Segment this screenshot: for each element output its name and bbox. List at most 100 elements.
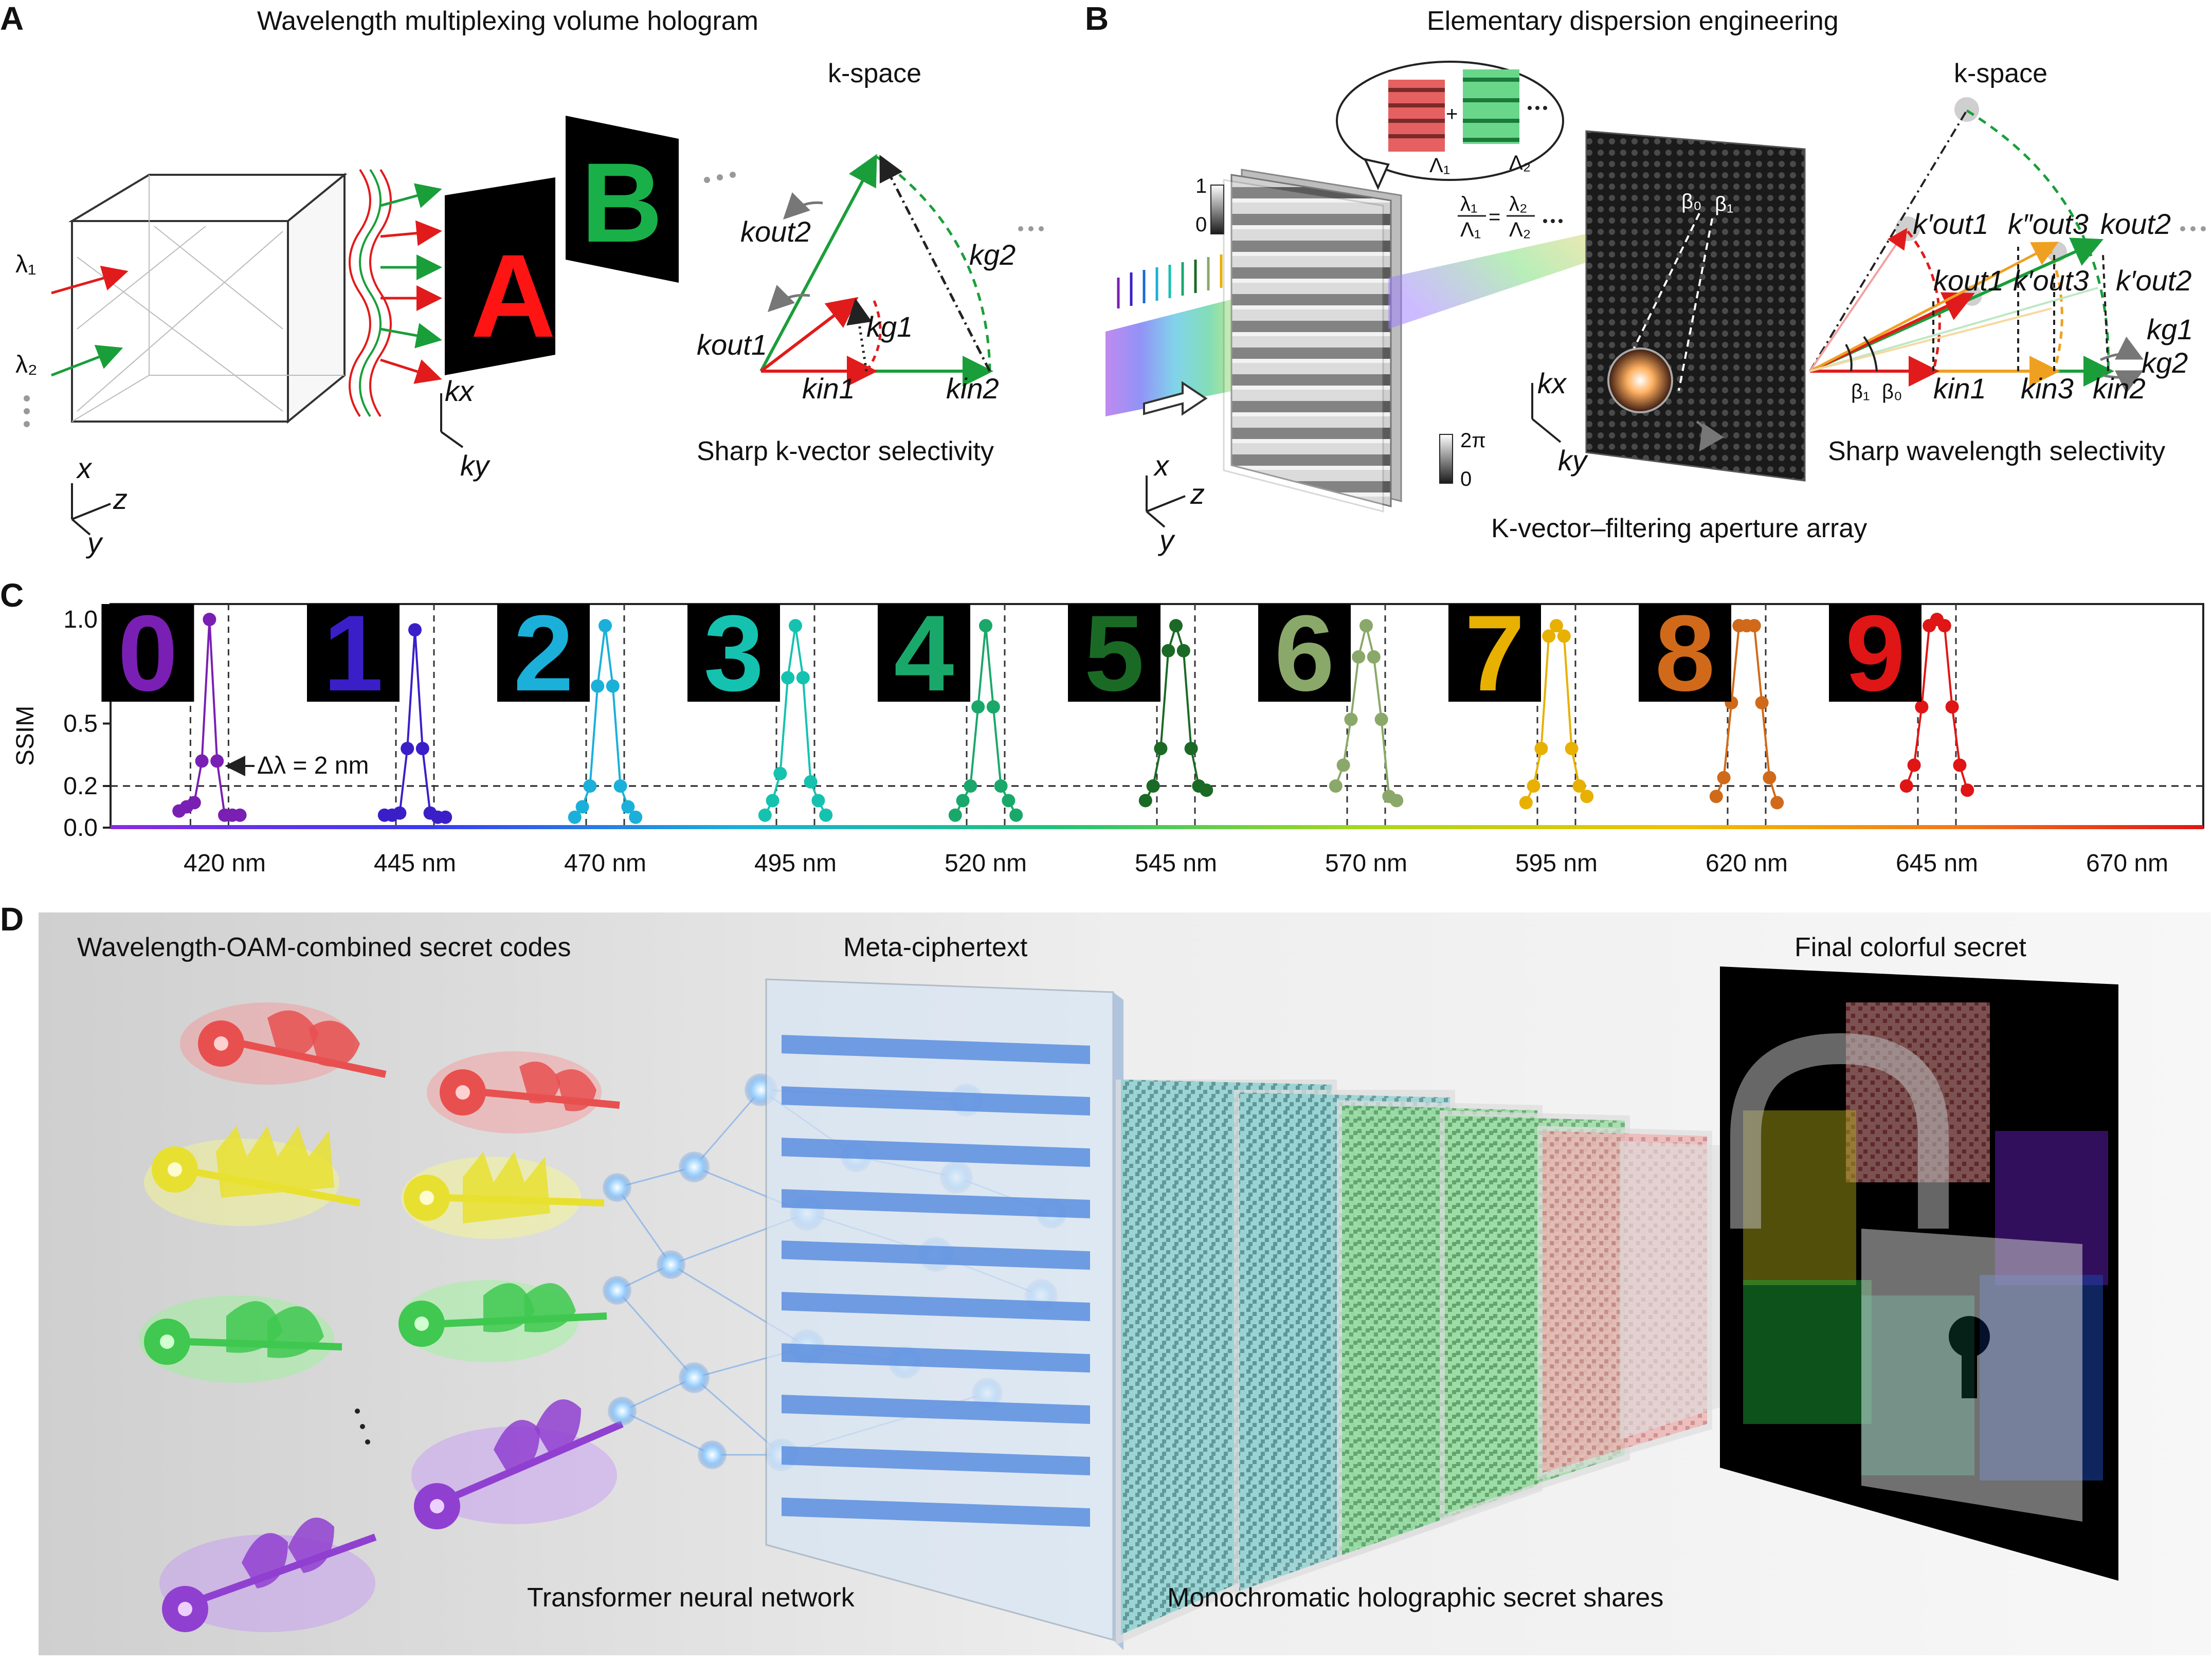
secret-share-planes <box>1116 1080 1748 1645</box>
panel-c: C SSIM 0.0 0.2 0.5 1.0 0 1 2 3 4 5 6 7 8 9 420 nm 445… <box>0 577 2204 877</box>
data-point <box>1344 712 1358 726</box>
eq-right-num: λ₂ <box>1509 193 1528 215</box>
xyz-axes-b <box>1146 476 1186 528</box>
lambda2-label: λ₂ <box>15 351 38 378</box>
oam-key-green-2 <box>398 1280 607 1362</box>
data-point <box>1770 796 1784 810</box>
aperture-caption: K-vector–filtering aperture array <box>1491 514 1867 543</box>
data-point <box>187 796 201 810</box>
digit-thumbnail-8: 8 <box>1639 593 1731 714</box>
data-point <box>1961 783 1974 797</box>
data-point <box>1162 644 1175 657</box>
k-g2-b: kg2 <box>2142 346 2188 379</box>
x-tick-label: 445 nm <box>374 850 456 877</box>
axis-x-a: x <box>76 452 93 484</box>
data-point <box>773 766 787 780</box>
data-point <box>606 679 620 693</box>
meta-ciphertext-slab <box>765 978 1123 1650</box>
image-plane-a: A <box>445 177 556 375</box>
digit-thumbnail-6: 6 <box>1258 593 1351 714</box>
label-network: Transformer neural network <box>527 1583 855 1613</box>
digit-thumbnails: 0 1 2 3 4 5 6 7 8 9 <box>101 593 1921 714</box>
data-point <box>568 810 582 824</box>
digit-thumbnail-4: 4 <box>878 593 970 714</box>
data-point <box>1747 619 1761 633</box>
focused-spot <box>1607 348 1673 413</box>
digit-thumbnail-7: 7 <box>1448 593 1541 714</box>
ky-label-b: ky <box>1558 444 1588 477</box>
axis-y-a: y <box>85 526 103 559</box>
spectrum-bar <box>111 825 2203 829</box>
series-0 <box>172 604 247 828</box>
digit-glyph: 0 <box>118 593 178 714</box>
data-point <box>1009 808 1023 822</box>
data-point <box>203 613 216 626</box>
oam-key-red-2 <box>427 1051 620 1134</box>
y-tick-label: 0.2 <box>63 773 98 800</box>
data-point <box>796 671 810 685</box>
series-7 <box>1519 604 1594 828</box>
x-tick-label: 570 nm <box>1325 850 1407 877</box>
x-tick-label: 420 nm <box>184 850 266 877</box>
kspace-title-a: k-space <box>828 59 921 88</box>
x-tick-label: 595 nm <box>1515 850 1598 877</box>
data-point <box>1534 742 1548 756</box>
data-point <box>986 700 1000 714</box>
digit-glyph: 6 <box>1275 593 1335 714</box>
phase-bottom-label: 0 <box>1460 468 1472 490</box>
data-point <box>1200 783 1213 797</box>
beta1-label: β₁ <box>1715 193 1734 215</box>
digit-bg <box>878 604 970 702</box>
digit-glyph: 5 <box>1084 593 1145 714</box>
data-point <box>1717 771 1731 784</box>
data-point <box>629 810 643 824</box>
digit-bg <box>1639 604 1731 702</box>
digit-glyph: 2 <box>514 593 574 714</box>
lambda2-arrow <box>51 345 123 377</box>
axis-y-b: y <box>1157 524 1175 556</box>
data-point <box>1336 758 1350 772</box>
series-4 <box>948 604 1023 828</box>
k-out1-a: kout1 <box>697 328 767 361</box>
x-tick-label: 470 nm <box>564 850 646 877</box>
chart-ylabel: SSIM <box>12 706 39 766</box>
data-point <box>948 808 962 822</box>
beta0-label: β₀ <box>1681 190 1702 213</box>
data-point <box>599 619 612 633</box>
y-tick-label: 1.0 <box>63 606 98 633</box>
oam-key-purple-2 <box>159 1518 377 1632</box>
data-point <box>1169 619 1183 633</box>
label-final-secret: Final colorful secret <box>1794 933 2026 962</box>
x-tick-label: 520 nm <box>945 850 1027 877</box>
data-point <box>1542 629 1556 643</box>
oam-key-green-1 <box>139 1295 342 1383</box>
more-planes-dots <box>704 172 736 183</box>
lambda1-arrow <box>51 265 129 295</box>
label-meta-ciphertext: Meta-ciphertext <box>843 933 1028 962</box>
eq-equals: = <box>1489 206 1500 228</box>
kspace-diagram-a <box>759 154 993 387</box>
lock-icon <box>1730 1033 2082 1522</box>
data-point <box>408 623 422 637</box>
digit-glyph: 3 <box>704 593 764 714</box>
data-point <box>439 810 452 824</box>
data-point <box>1572 779 1586 793</box>
eq-left-num: λ₁ <box>1460 193 1478 215</box>
data-point <box>1374 712 1388 726</box>
k-in1-b: kin1 <box>1933 372 1986 405</box>
more-wavelengths-dots <box>24 395 30 427</box>
digit-thumbnail-1: 1 <box>307 593 400 714</box>
x-tick-label: 495 nm <box>754 850 837 877</box>
k-g1-b: kg1 <box>2147 313 2193 345</box>
eq-right-den: Λ₂ <box>1509 218 1531 241</box>
data-point <box>1937 619 1951 633</box>
k-out1-b: kout1 <box>1933 264 2004 297</box>
digit-bg <box>1448 604 1541 702</box>
digit-thumbnail-9: 9 <box>1829 593 1921 714</box>
data-point <box>1002 794 1016 808</box>
lambda1-label: λ₁ <box>15 251 36 278</box>
chart-y-axis: 0.0 0.2 0.5 1.0 <box>63 606 111 842</box>
data-point <box>1527 779 1540 793</box>
data-point <box>1557 629 1571 643</box>
data-point <box>1915 700 1929 714</box>
